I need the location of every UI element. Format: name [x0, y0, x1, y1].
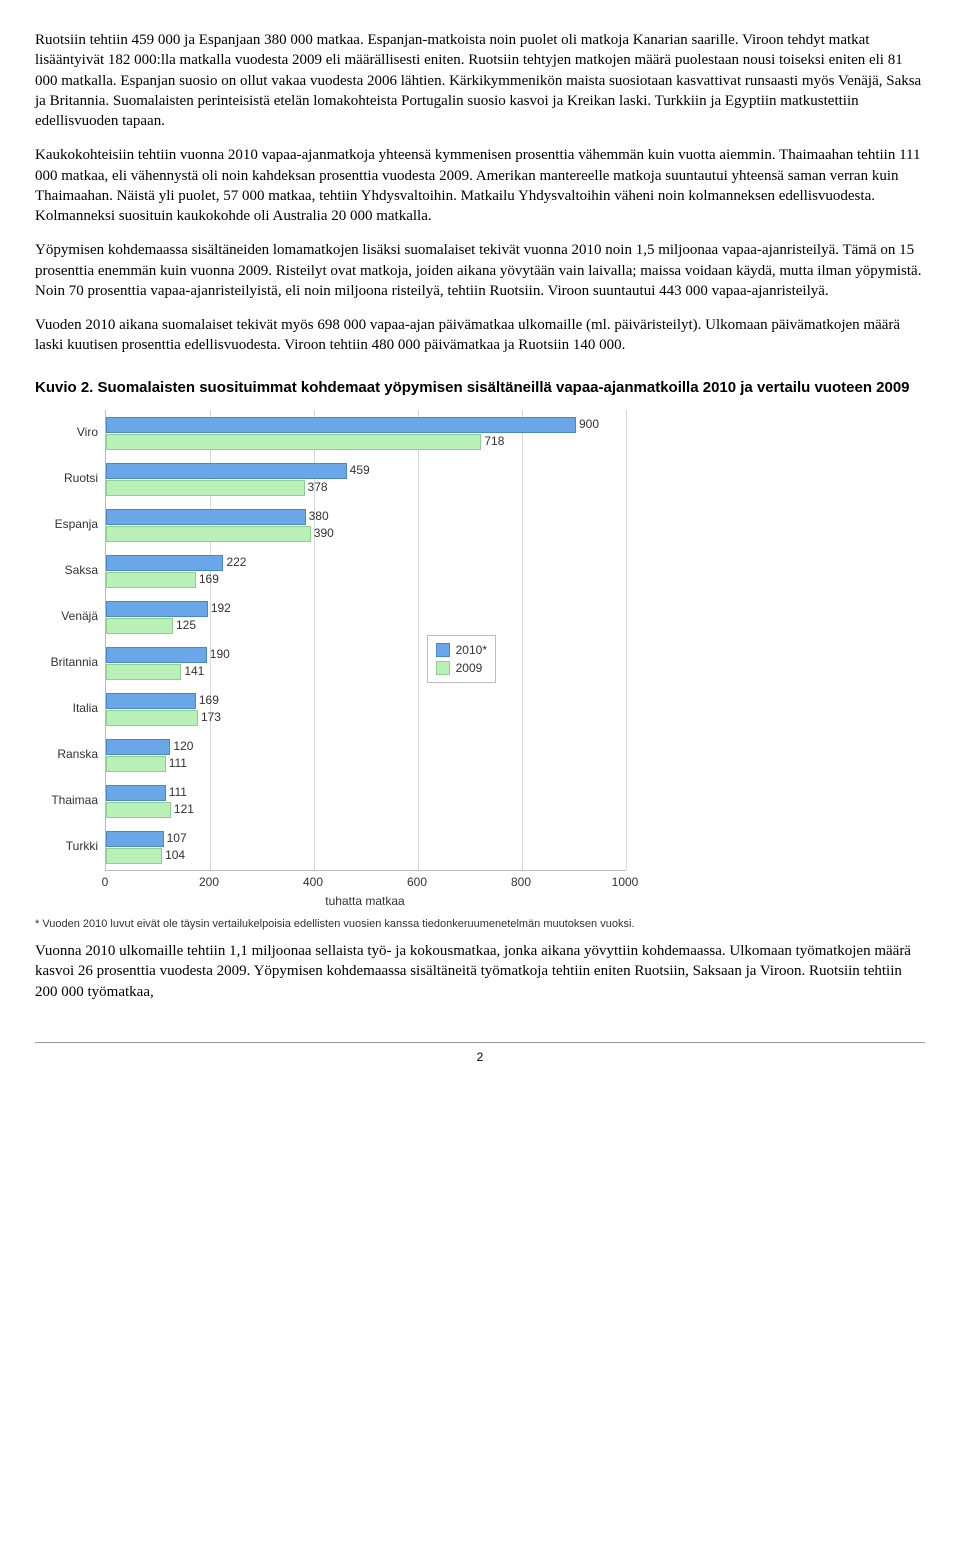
- category-label: Viro: [36, 424, 98, 440]
- chart-bar: [106, 647, 207, 663]
- category-label: Saksa: [36, 562, 98, 578]
- chart-bar: [106, 417, 576, 433]
- chart-bar: [106, 480, 305, 496]
- chart-bar: [106, 710, 198, 726]
- body-paragraph: Kaukokohteisiin tehtiin vuonna 2010 vapa…: [35, 145, 925, 226]
- bar-value-label: 459: [350, 463, 370, 477]
- chart-title: Kuvio 2. Suomalaisten suosituimmat kohde…: [35, 378, 925, 398]
- chart-bar: [106, 693, 196, 709]
- bar-value-label: 125: [176, 618, 196, 632]
- chart-bar: [106, 664, 181, 680]
- bar-value-label: 718: [484, 434, 504, 448]
- bar-value-label: 190: [210, 647, 230, 661]
- body-paragraph: Vuonna 2010 ulkomaille tehtiin 1,1 miljo…: [35, 941, 925, 1002]
- legend-label: 2010*: [456, 642, 487, 658]
- chart-bar: [106, 618, 173, 634]
- gridline: [626, 410, 627, 870]
- chart-bar: [106, 756, 166, 772]
- bar-value-label: 378: [308, 480, 328, 494]
- chart-row: Ranska120111: [106, 732, 626, 778]
- chart-bar: [106, 509, 306, 525]
- bar-value-label: 380: [309, 509, 329, 523]
- chart-footnote: * Vuoden 2010 luvut eivät ole täysin ver…: [35, 917, 655, 931]
- chart-plot-area: Viro900718Ruotsi459378Espanja380390Saksa…: [105, 410, 626, 871]
- chart-row: Venäjä192125: [106, 594, 626, 640]
- bar-value-label: 169: [199, 693, 219, 707]
- bar-value-label: 169: [199, 572, 219, 586]
- body-paragraph: Yöpymisen kohdemaassa sisältäneiden loma…: [35, 240, 925, 301]
- category-label: Thaimaa: [36, 792, 98, 808]
- category-label: Venäjä: [36, 608, 98, 624]
- chart-bar: [106, 802, 171, 818]
- chart-bar: [106, 831, 164, 847]
- chart-row: Viro900718: [106, 410, 626, 456]
- chart-row: Britannia190141: [106, 640, 626, 686]
- page-number: 2: [35, 1042, 925, 1065]
- bar-value-label: 900: [579, 417, 599, 431]
- bar-value-label: 192: [211, 601, 231, 615]
- bar-value-label: 173: [201, 710, 221, 724]
- legend-label: 2009: [456, 660, 483, 676]
- legend-swatch: [436, 643, 450, 657]
- x-tick-label: 400: [293, 874, 333, 890]
- chart-row: Espanja380390: [106, 502, 626, 548]
- x-tick-label: 800: [501, 874, 541, 890]
- bar-value-label: 141: [184, 664, 204, 678]
- category-label: Ranska: [36, 746, 98, 762]
- bar-value-label: 111: [169, 756, 187, 770]
- chart-legend: 2010* 2009: [427, 635, 496, 683]
- bar-value-label: 104: [165, 848, 185, 862]
- category-label: Espanja: [36, 516, 98, 532]
- bar-value-label: 121: [174, 802, 194, 816]
- bar-value-label: 222: [226, 555, 246, 569]
- bar-value-label: 120: [173, 739, 193, 753]
- category-label: Turkki: [36, 838, 98, 854]
- chart-bar: [106, 848, 162, 864]
- legend-swatch: [436, 661, 450, 675]
- chart-kuvio-2: Viro900718Ruotsi459378Espanja380390Saksa…: [35, 410, 655, 931]
- legend-row: 2010*: [436, 642, 487, 658]
- bar-value-label: 111: [169, 785, 187, 799]
- category-label: Italia: [36, 700, 98, 716]
- x-tick-label: 200: [189, 874, 229, 890]
- x-axis-title: tuhatta matkaa: [105, 893, 625, 909]
- chart-bar: [106, 526, 311, 542]
- chart-bar: [106, 739, 170, 755]
- chart-bar: [106, 434, 481, 450]
- bar-value-label: 390: [314, 526, 334, 540]
- chart-bar: [106, 785, 166, 801]
- chart-bar: [106, 601, 208, 617]
- chart-row: Turkki107104: [106, 824, 626, 870]
- category-label: Ruotsi: [36, 470, 98, 486]
- chart-bar: [106, 555, 223, 571]
- chart-row: Italia169173: [106, 686, 626, 732]
- category-label: Britannia: [36, 654, 98, 670]
- chart-bar: [106, 572, 196, 588]
- chart-row: Ruotsi459378: [106, 456, 626, 502]
- chart-bar: [106, 463, 347, 479]
- chart-row: Saksa222169: [106, 548, 626, 594]
- body-paragraph: Ruotsiin tehtiin 459 000 ja Espanjaan 38…: [35, 30, 925, 131]
- chart-row: Thaimaa111121: [106, 778, 626, 824]
- bar-value-label: 107: [167, 831, 187, 845]
- legend-row: 2009: [436, 660, 487, 676]
- x-tick-label: 600: [397, 874, 437, 890]
- x-tick-label: 0: [85, 874, 125, 890]
- body-paragraph: Vuoden 2010 aikana suomalaiset tekivät m…: [35, 315, 925, 356]
- x-tick-label: 1000: [605, 874, 645, 890]
